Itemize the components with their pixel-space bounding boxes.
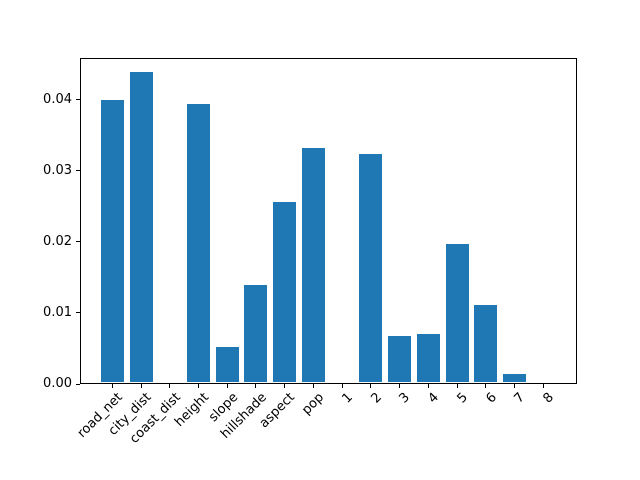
- x-tick-label-text: 5: [454, 390, 471, 407]
- x-tick-mark: [169, 384, 171, 388]
- x-tick-mark: [284, 384, 286, 388]
- bar-2: [359, 154, 383, 382]
- bar-7: [503, 374, 527, 382]
- x-tick-label-text: 7: [511, 390, 529, 407]
- x-tick-mark: [341, 384, 343, 388]
- y-tick-label: 0.00: [43, 376, 72, 391]
- x-tick-label-text: 6: [482, 390, 500, 407]
- y-tick-mark: [76, 99, 80, 101]
- bar-4: [416, 333, 440, 382]
- bar-aspect: [273, 201, 297, 382]
- bar-5: [445, 243, 469, 382]
- y-tick-mark: [76, 383, 80, 385]
- y-tick-mark: [76, 241, 80, 243]
- x-tick-label-text: 2: [368, 390, 385, 407]
- bar-pop: [301, 147, 325, 382]
- x-tick-mark: [255, 384, 257, 388]
- x-tick-mark: [542, 384, 544, 388]
- y-tick-mark: [76, 170, 80, 172]
- x-tick-label-text: 1: [339, 390, 356, 407]
- bar-3: [388, 335, 412, 382]
- x-tick-mark: [370, 384, 372, 388]
- plot-area: [80, 58, 577, 384]
- x-tick-label-text: pop: [299, 390, 328, 418]
- x-tick-mark: [485, 384, 487, 388]
- y-tick-mark: [76, 312, 80, 314]
- x-tick-label-text: 8: [540, 390, 557, 407]
- x-tick-mark: [514, 384, 516, 388]
- bar-city_dist: [129, 71, 153, 382]
- x-tick-mark: [140, 384, 142, 388]
- bar-slope: [215, 346, 239, 382]
- x-tick-mark: [226, 384, 228, 388]
- y-tick-label: 0.04: [43, 91, 72, 107]
- x-tick-mark: [197, 384, 199, 388]
- x-tick-mark: [427, 384, 429, 388]
- x-tick-mark: [456, 384, 458, 388]
- bar-height: [186, 104, 210, 382]
- bar-hillshade: [244, 284, 268, 382]
- bar-road_net: [100, 100, 124, 382]
- y-tick-label: 0.01: [43, 304, 72, 320]
- y-tick-label: 0.02: [43, 233, 72, 249]
- x-tick-label-text: 3: [396, 390, 414, 407]
- x-tick-mark: [111, 384, 113, 388]
- bar-6: [474, 305, 498, 382]
- x-tick-mark: [399, 384, 401, 388]
- y-tick-label: 0.03: [43, 162, 72, 178]
- x-tick-mark: [312, 384, 314, 388]
- x-tick-label-text: 4: [425, 390, 442, 407]
